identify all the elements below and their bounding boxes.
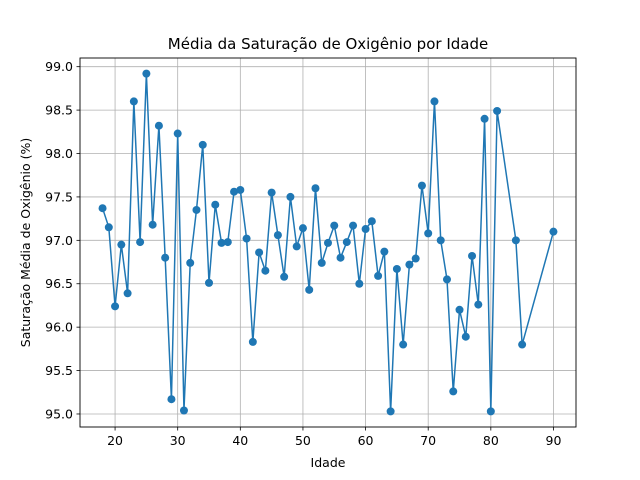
data-point bbox=[236, 185, 245, 194]
data-point bbox=[349, 221, 358, 230]
data-point bbox=[167, 395, 176, 404]
y-axis-label: Saturação Média de Oxigênio (%) bbox=[18, 138, 33, 347]
x-tick-label: 40 bbox=[232, 433, 248, 448]
data-point bbox=[286, 192, 295, 201]
data-point bbox=[192, 205, 201, 214]
data-point bbox=[336, 253, 345, 262]
data-point bbox=[361, 225, 370, 234]
x-axis: 20 30 40 50 60 70 80 90 bbox=[107, 427, 561, 448]
data-point bbox=[317, 258, 326, 267]
data-point bbox=[436, 236, 445, 245]
data-point bbox=[486, 407, 495, 416]
x-tick-label: 20 bbox=[107, 433, 123, 448]
data-point bbox=[386, 407, 395, 416]
data-point bbox=[148, 220, 157, 229]
data-point bbox=[230, 187, 239, 196]
x-tick-label: 90 bbox=[546, 433, 562, 448]
y-tick-label: 96.0 bbox=[45, 320, 73, 335]
data-point bbox=[380, 247, 389, 256]
data-point bbox=[248, 337, 257, 346]
y-axis: 95.0 95.5 96.0 96.5 97.0 97.5 98.0 98.5 99.0 bbox=[45, 59, 80, 421]
y-tick-label: 95.5 bbox=[45, 363, 73, 378]
data-point bbox=[298, 224, 307, 233]
data-point bbox=[205, 278, 214, 287]
data-point bbox=[442, 275, 451, 284]
data-point bbox=[255, 248, 264, 257]
data-point bbox=[399, 340, 408, 349]
data-point bbox=[179, 406, 188, 415]
data-point bbox=[455, 305, 464, 314]
data-point bbox=[98, 204, 107, 213]
data-point bbox=[324, 238, 332, 247]
data-point bbox=[161, 253, 170, 262]
y-tick-label: 98.5 bbox=[45, 103, 73, 118]
data-point bbox=[518, 340, 527, 349]
data-point bbox=[511, 236, 520, 245]
data-point bbox=[223, 238, 232, 247]
y-tick-label: 97.5 bbox=[45, 189, 73, 204]
series-group bbox=[98, 69, 558, 416]
y-tick-label: 99.0 bbox=[45, 59, 73, 74]
data-point bbox=[493, 106, 502, 115]
data-point bbox=[405, 260, 414, 269]
data-point bbox=[117, 240, 126, 249]
data-point bbox=[173, 129, 182, 138]
data-point bbox=[449, 387, 458, 396]
data-point bbox=[142, 69, 151, 78]
data-point bbox=[430, 97, 439, 106]
data-point bbox=[311, 184, 320, 193]
data-point bbox=[267, 188, 276, 197]
data-point bbox=[411, 254, 420, 263]
x-axis-label: Idade bbox=[311, 455, 346, 470]
data-point bbox=[392, 264, 401, 273]
data-point bbox=[111, 302, 120, 311]
data-point bbox=[242, 234, 251, 243]
plot-area bbox=[79, 57, 577, 428]
data-point bbox=[104, 223, 113, 232]
data-point bbox=[417, 181, 426, 190]
x-tick-label: 60 bbox=[358, 433, 374, 448]
data-point bbox=[217, 238, 226, 247]
data-point bbox=[280, 272, 289, 281]
x-tick-label: 50 bbox=[295, 433, 311, 448]
data-point bbox=[186, 258, 195, 267]
x-tick-label: 70 bbox=[420, 433, 436, 448]
x-tick-label: 80 bbox=[483, 433, 499, 448]
data-point bbox=[198, 140, 207, 149]
data-point bbox=[355, 279, 364, 288]
data-point bbox=[374, 271, 383, 280]
data-point bbox=[292, 242, 301, 251]
y-tick-label: 97.0 bbox=[45, 233, 73, 248]
y-tick-label: 96.5 bbox=[45, 276, 73, 291]
data-point bbox=[367, 217, 376, 226]
x-tick-label: 30 bbox=[170, 433, 186, 448]
data-point bbox=[424, 229, 433, 238]
chart-title: Média da Saturação de Oxigênio por Idade bbox=[168, 35, 488, 53]
y-tick-label: 98.0 bbox=[45, 146, 73, 161]
data-point bbox=[330, 221, 339, 230]
data-point bbox=[549, 227, 558, 236]
data-point bbox=[136, 238, 145, 247]
plot-frame bbox=[79, 57, 577, 428]
data-point bbox=[468, 251, 477, 260]
y-tick-label: 95.0 bbox=[45, 406, 73, 421]
data-point bbox=[154, 121, 163, 130]
data-point bbox=[211, 200, 220, 209]
data-point bbox=[461, 332, 470, 341]
data-point bbox=[123, 289, 132, 298]
data-point bbox=[342, 238, 351, 247]
data-point bbox=[305, 285, 314, 294]
data-point bbox=[129, 97, 138, 106]
data-point bbox=[474, 300, 483, 309]
data-point bbox=[273, 231, 282, 240]
data-point bbox=[480, 114, 489, 123]
data-point bbox=[261, 266, 270, 275]
